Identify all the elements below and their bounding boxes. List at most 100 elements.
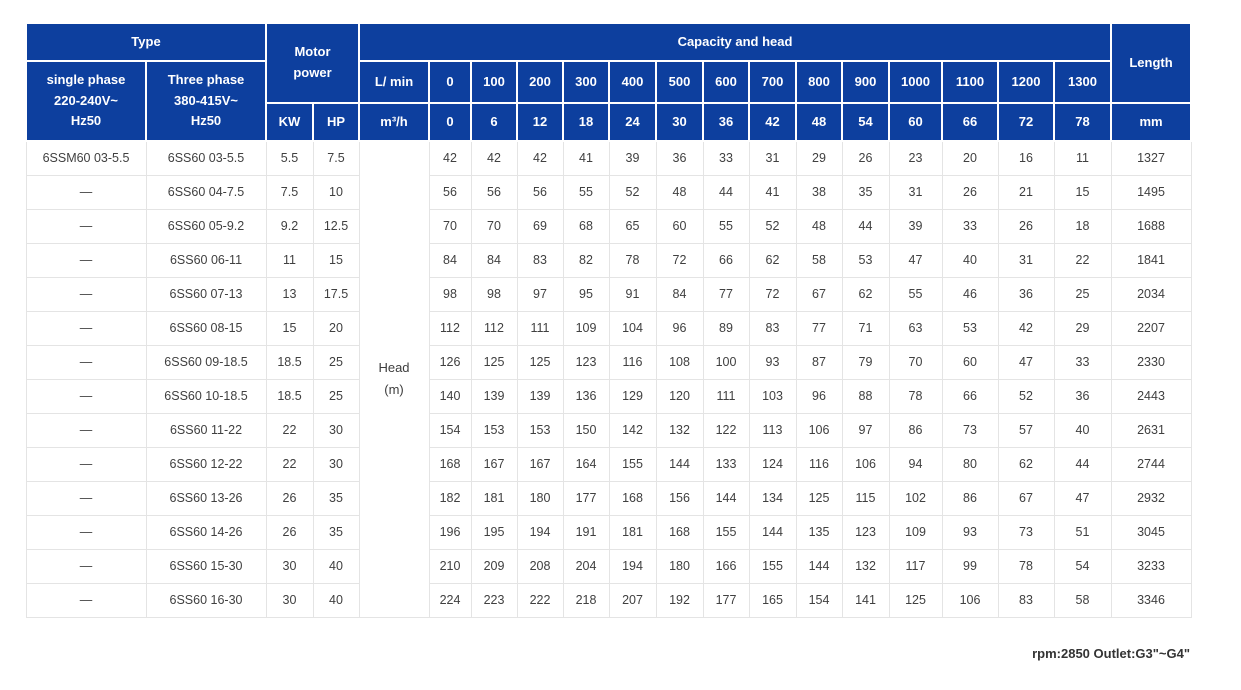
kw-cell: 30 xyxy=(265,548,314,584)
head-value-cell: 155 xyxy=(702,514,750,550)
head-value-cell: 108 xyxy=(655,344,704,380)
model-three-cell: 6SS60 09-18.5 xyxy=(145,344,267,380)
head-value-cell: 72 xyxy=(655,242,704,278)
head-value-cell: 134 xyxy=(748,480,797,516)
flow-lmin-col: 400 xyxy=(608,60,657,104)
length-cell: 2744 xyxy=(1110,446,1192,482)
capacity-head-header-cell: Capacity and head xyxy=(358,22,1112,62)
head-value-cell: 139 xyxy=(516,378,564,414)
head-value-cell: 144 xyxy=(655,446,704,482)
head-value-cell: 106 xyxy=(795,412,843,448)
head-value-cell: 155 xyxy=(748,548,797,584)
head-value-cell: 67 xyxy=(795,276,843,312)
head-value-cell: 51 xyxy=(1053,514,1112,550)
table-row: —6SS60 14-26 26 35 196 195 194 191 181 168 155 144… xyxy=(25,514,1192,550)
hp-cell: 35 xyxy=(312,480,360,516)
head-value-cell: 177 xyxy=(702,582,750,618)
length-cell: 1495 xyxy=(1110,174,1192,210)
head-value-cell: 40 xyxy=(941,242,999,278)
head-value-cell: 164 xyxy=(562,446,610,482)
model-three-cell: 6SS60 16-30 xyxy=(145,582,267,618)
flow-m3h-col: 78 xyxy=(1053,102,1112,142)
head-value-cell: 72 xyxy=(748,276,797,312)
kw-cell: 7.5 xyxy=(265,174,314,210)
motor-power-header-cell: Motor power xyxy=(265,22,360,104)
three-phase-line: Three phase xyxy=(167,71,245,87)
head-value-cell: 167 xyxy=(470,446,518,482)
head-value-cell: 68 xyxy=(562,208,610,244)
table-header: Type Motor power Capacity and head Lengt… xyxy=(25,22,1192,142)
model-single-cell: — xyxy=(25,242,147,278)
head-value-cell: 52 xyxy=(748,208,797,244)
head-value-cell: 180 xyxy=(655,548,704,584)
table-row: —6SS60 04-7.5 7.5 10 56 56 56 55 52 48 44 41 38 35 31… xyxy=(25,174,1192,210)
head-value-cell: 66 xyxy=(702,242,750,278)
head-value-cell: 63 xyxy=(888,310,943,346)
head-value-cell: 77 xyxy=(795,310,843,346)
flow-m3h-col: 12 xyxy=(516,102,564,142)
flow-m3h-col: 42 xyxy=(748,102,797,142)
head-value-cell: 42 xyxy=(516,140,564,176)
length-cell: 2207 xyxy=(1110,310,1192,346)
header-row-top: Type Motor power Capacity and head Lengt… xyxy=(25,22,1192,104)
head-value-cell: 153 xyxy=(470,412,518,448)
length-unit-cell: mm xyxy=(1110,102,1192,142)
head-value-cell: 104 xyxy=(608,310,657,346)
head-value-cell: 84 xyxy=(470,242,518,278)
model-single-cell: 6SSM60 03-5.5 xyxy=(25,140,147,176)
table-row: —6SS60 13-26 26 35 182 181 180 177 168 156 144 134… xyxy=(25,480,1192,516)
flow-m3h-col: 0 xyxy=(428,102,472,142)
head-value-cell: 31 xyxy=(997,242,1055,278)
head-value-cell: 144 xyxy=(748,514,797,550)
head-value-cell: 41 xyxy=(562,140,610,176)
head-value-cell: 120 xyxy=(655,378,704,414)
head-value-cell: 125 xyxy=(516,344,564,380)
kw-cell: 22 xyxy=(265,412,314,448)
flow-m3h-col: 36 xyxy=(702,102,750,142)
head-value-cell: 84 xyxy=(428,242,472,278)
length-cell: 1841 xyxy=(1110,242,1192,278)
head-value-cell: 195 xyxy=(470,514,518,550)
head-value-cell: 39 xyxy=(888,208,943,244)
length-cell: 2330 xyxy=(1110,344,1192,380)
head-value-cell: 18 xyxy=(1053,208,1112,244)
flow-m3h-col: 24 xyxy=(608,102,657,142)
head-value-cell: 115 xyxy=(841,480,890,516)
head-value-cell: 153 xyxy=(516,412,564,448)
table-row: —6SS60 16-30 30 40 224 223 222 218 207 192 177 165… xyxy=(25,582,1192,618)
head-value-cell: 222 xyxy=(516,582,564,618)
head-value-cell: 36 xyxy=(997,276,1055,312)
head-value-cell: 209 xyxy=(470,548,518,584)
head-value-cell: 87 xyxy=(795,344,843,380)
head-value-cell: 95 xyxy=(562,276,610,312)
three-phase-line: 380-415V~ xyxy=(174,92,238,108)
model-three-cell: 6SS60 03-5.5 xyxy=(145,140,267,176)
model-three-cell: 6SS60 15-30 xyxy=(145,548,267,584)
head-value-cell: 60 xyxy=(941,344,999,380)
model-three-cell: 6SS60 04-7.5 xyxy=(145,174,267,210)
head-value-cell: 83 xyxy=(516,242,564,278)
head-value-cell: 156 xyxy=(655,480,704,516)
head-value-cell: 58 xyxy=(1053,582,1112,618)
table-row: —6SS60 12-22 22 30 168 167 167 164 155 144 133 124… xyxy=(25,446,1192,482)
head-value-cell: 58 xyxy=(795,242,843,278)
head-value-cell: 33 xyxy=(1053,344,1112,380)
model-single-cell: — xyxy=(25,514,147,550)
head-value-cell: 33 xyxy=(941,208,999,244)
head-value-cell: 69 xyxy=(516,208,564,244)
single-phase-line: Hz50 xyxy=(70,113,102,129)
head-value-cell: 103 xyxy=(748,378,797,414)
head-value-cell: 55 xyxy=(888,276,943,312)
head-value-cell: 96 xyxy=(655,310,704,346)
length-cell: 2034 xyxy=(1110,276,1192,312)
head-value-cell: 70 xyxy=(888,344,943,380)
length-cell: 2932 xyxy=(1110,480,1192,516)
table-row: —6SS60 06-11 11 15 84 84 83 82 78 72 66 62 58 53 47 40… xyxy=(25,242,1192,278)
head-value-cell: 111 xyxy=(702,378,750,414)
model-single-cell: — xyxy=(25,548,147,584)
head-value-cell: 47 xyxy=(1053,480,1112,516)
head-value-cell: 154 xyxy=(428,412,472,448)
head-value-cell: 42 xyxy=(997,310,1055,346)
head-value-cell: 223 xyxy=(470,582,518,618)
